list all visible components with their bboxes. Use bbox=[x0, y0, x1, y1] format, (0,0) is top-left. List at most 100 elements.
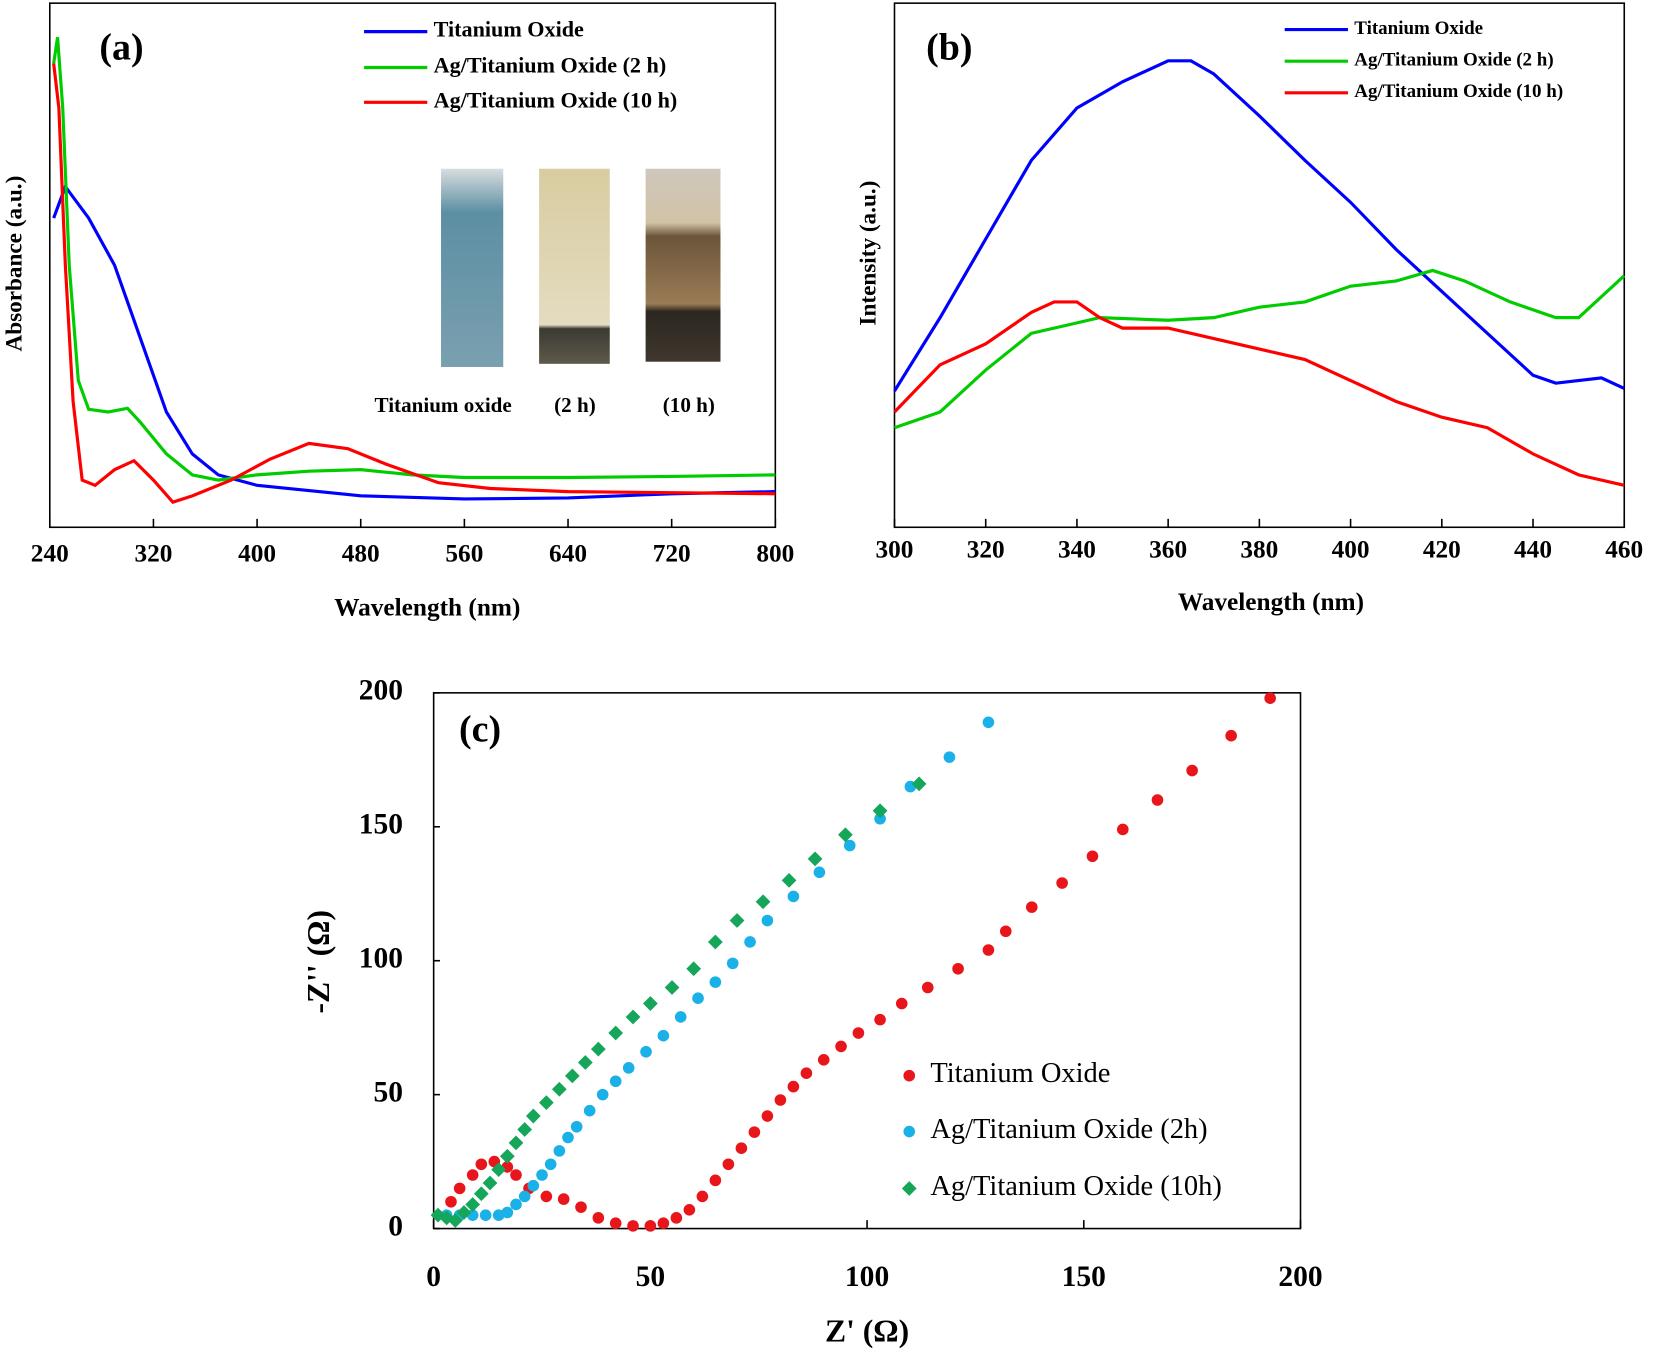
x-axis-label: Wavelength (nm) bbox=[334, 593, 520, 621]
data-point bbox=[748, 1126, 761, 1138]
legend-swatch bbox=[901, 1181, 917, 1196]
data-point bbox=[627, 1220, 639, 1232]
plot-frame bbox=[48, 2, 777, 529]
data-point bbox=[774, 1094, 787, 1106]
data-point bbox=[608, 1025, 624, 1041]
data-point bbox=[921, 981, 934, 994]
data-point bbox=[1264, 692, 1276, 705]
data-point bbox=[473, 1186, 489, 1202]
data-point bbox=[527, 1179, 540, 1192]
data-point bbox=[510, 1169, 522, 1181]
data-point bbox=[670, 1212, 683, 1224]
data-point bbox=[501, 1206, 514, 1219]
inset-photo bbox=[539, 168, 610, 364]
data-point bbox=[510, 1198, 522, 1211]
inset-caption: (10 h) bbox=[663, 393, 715, 417]
data-point bbox=[575, 1201, 587, 1213]
data-line bbox=[893, 300, 1625, 487]
x-tick-label: 460 bbox=[1605, 535, 1643, 563]
data-point bbox=[499, 1148, 515, 1164]
data-point bbox=[755, 894, 771, 910]
legend-label: Ag/Titanium Oxide (10 h) bbox=[1354, 81, 1563, 102]
legend-label: Titanium Oxide bbox=[930, 1058, 1110, 1089]
data-point bbox=[707, 934, 723, 950]
data-point bbox=[835, 1040, 847, 1053]
x-tick-label: 720 bbox=[653, 540, 691, 568]
data-point bbox=[518, 1190, 531, 1203]
data-point bbox=[583, 1104, 596, 1117]
data-point bbox=[644, 1220, 657, 1232]
x-tick-label: 380 bbox=[1240, 535, 1278, 563]
data-point bbox=[982, 716, 995, 729]
data-point bbox=[1151, 794, 1164, 806]
data-point bbox=[551, 1081, 567, 1097]
data-point bbox=[852, 1027, 865, 1039]
data-point bbox=[838, 827, 853, 843]
data-point bbox=[1086, 850, 1099, 863]
data-point bbox=[999, 925, 1012, 938]
data-point bbox=[787, 890, 800, 903]
data-point bbox=[538, 1095, 554, 1111]
y-tick-label: 50 bbox=[374, 1076, 404, 1108]
data-point bbox=[874, 1013, 886, 1026]
data-point bbox=[674, 1011, 687, 1023]
data-point bbox=[843, 839, 856, 852]
data-point bbox=[625, 1009, 641, 1025]
data-point bbox=[729, 913, 745, 928]
data-point bbox=[787, 1080, 800, 1093]
data-line bbox=[52, 36, 776, 482]
legend-swatch bbox=[903, 1125, 916, 1138]
data-point bbox=[692, 992, 704, 1005]
legend-label: Titanium Oxide bbox=[434, 17, 584, 42]
x-tick-label: 640 bbox=[549, 540, 587, 568]
data-point bbox=[657, 1217, 670, 1230]
data-point bbox=[807, 851, 823, 867]
data-point bbox=[475, 1158, 488, 1171]
data-point bbox=[564, 1068, 580, 1084]
x-axis-label: Wavelength (nm) bbox=[1178, 588, 1364, 616]
data-point bbox=[536, 1169, 548, 1181]
panel-label: (b) bbox=[926, 26, 972, 68]
data-point bbox=[800, 1067, 813, 1080]
data-point bbox=[943, 751, 956, 763]
y-tick-label: 150 bbox=[359, 809, 403, 841]
legend-label: Ag/Titanium Oxide (10 h) bbox=[434, 87, 678, 112]
data-point bbox=[817, 1054, 830, 1066]
inset-caption: (2 h) bbox=[554, 393, 596, 417]
x-tick-label: 0 bbox=[426, 1261, 441, 1293]
legend-label: Ag/Titanium Oxide (10h) bbox=[930, 1171, 1222, 1202]
data-point bbox=[544, 1158, 557, 1171]
data-point bbox=[517, 1122, 533, 1137]
legend-label: Titanium Oxide bbox=[1354, 18, 1483, 39]
data-point bbox=[726, 957, 739, 970]
data-point bbox=[640, 1045, 652, 1058]
data-point bbox=[657, 1029, 670, 1042]
data-line bbox=[893, 59, 1625, 392]
data-point bbox=[895, 997, 908, 1010]
data-point bbox=[709, 1174, 722, 1187]
x-tick-label: 420 bbox=[1423, 535, 1461, 563]
data-point bbox=[466, 1169, 479, 1181]
data-point bbox=[1056, 877, 1068, 889]
data-point bbox=[622, 1062, 635, 1074]
x-tick-label: 320 bbox=[134, 540, 172, 568]
data-point bbox=[722, 1158, 735, 1171]
data-line bbox=[52, 63, 776, 504]
data-point bbox=[453, 1182, 466, 1195]
data-line bbox=[893, 268, 1626, 430]
x-tick-label: 150 bbox=[1062, 1261, 1106, 1293]
data-point bbox=[952, 962, 964, 975]
data-point bbox=[508, 1135, 524, 1151]
data-point bbox=[813, 866, 826, 879]
x-tick-label: 440 bbox=[1514, 535, 1552, 563]
x-tick-label: 340 bbox=[1058, 535, 1096, 563]
legend-label: Ag/Titanium Oxide (2h) bbox=[930, 1114, 1207, 1145]
legend-swatch bbox=[903, 1069, 916, 1082]
data-point bbox=[540, 1190, 553, 1203]
x-axis-label: Z' (Ω) bbox=[825, 1313, 909, 1348]
data-point bbox=[609, 1217, 622, 1230]
x-tick-label: 240 bbox=[31, 540, 69, 568]
data-point bbox=[1186, 764, 1198, 777]
data-point bbox=[1225, 729, 1237, 742]
